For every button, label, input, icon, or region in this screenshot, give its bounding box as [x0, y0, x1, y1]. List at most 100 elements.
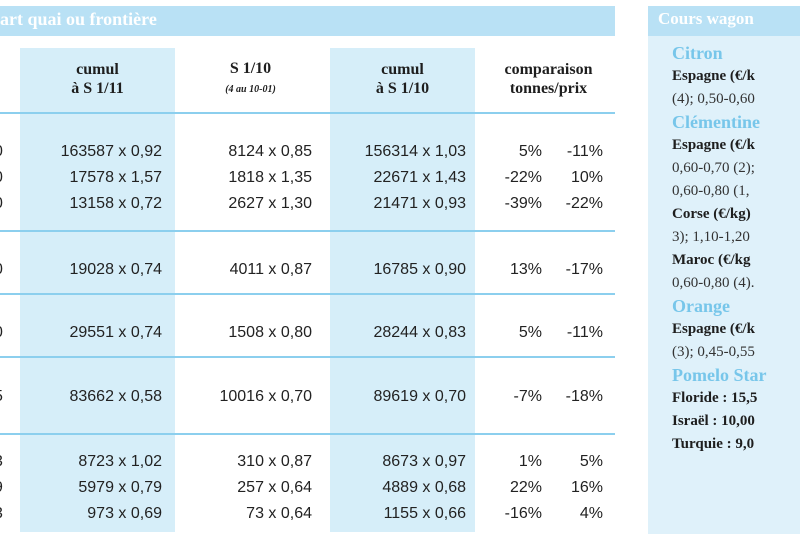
cell-compare-tonnes: 22% — [480, 479, 542, 497]
cell-compare-prix: -17% — [545, 261, 603, 279]
header-cumul-s1-11: cumul à S 1/11 — [20, 50, 175, 108]
cell-s1-10: 4011 x 0,87 — [178, 261, 312, 279]
cell-compare-tonnes: 13% — [480, 261, 542, 279]
price-detail: 0,60-0,80 (4). — [672, 272, 800, 295]
cours-wagon-list: Citron Espagne (€/k (4); 0,50-0,60 Cléme… — [672, 42, 800, 456]
cell-s1-10: 2627 x 1,30 — [178, 195, 312, 213]
header-comparaison: comparaison tonnes/prix — [482, 50, 615, 108]
cell-cumul-s1-10: 156314 x 1,03 — [320, 143, 466, 161]
cell-compare-tonnes: 5% — [480, 324, 542, 342]
row-divider — [0, 433, 615, 435]
table-row: 5 83662 x 0,58 10016 x 0,70 89619 x 0,70… — [0, 388, 615, 414]
cell-compare-tonnes: -7% — [480, 388, 542, 406]
cell-cumul-s1-10: 1155 x 0,66 — [320, 505, 466, 523]
row-edge-digit: 0 — [0, 261, 8, 279]
table-title: art quai ou frontière — [0, 9, 157, 30]
fruit-heading: Clémentine — [672, 111, 800, 134]
cell-cumul-s1-11: 8723 x 1,02 — [20, 453, 162, 471]
header-line2: à S 1/10 — [376, 79, 429, 98]
cours-wagon-panel: Cours wagon Citron Espagne (€/k (4); 0,5… — [648, 6, 800, 534]
cell-cumul-s1-11: 29551 x 0,74 — [20, 324, 162, 342]
fruit-heading: Citron — [672, 42, 800, 65]
table-row: 9 5979 x 0,79 257 x 0,64 4889 x 0,68 22%… — [0, 479, 615, 505]
table-row: 3 973 x 0,69 73 x 0,64 1155 x 0,66 -16% … — [0, 505, 615, 531]
row-divider — [0, 230, 615, 232]
row-edge-digit: 3 — [0, 505, 8, 523]
origin-line: Floride : 15,5 — [672, 387, 800, 410]
cell-compare-prix: 4% — [545, 505, 603, 523]
row-divider — [0, 356, 615, 358]
row-divider — [0, 293, 615, 295]
cell-cumul-s1-11: 973 x 0,69 — [20, 505, 162, 523]
header-line1: cumul — [76, 60, 119, 79]
row-edge-digit: 0 — [0, 195, 8, 213]
origin-line: Corse (€/kg) — [672, 203, 800, 226]
header-line1: cumul — [381, 60, 424, 79]
cell-s1-10: 73 x 0,64 — [178, 505, 312, 523]
header-line1: S 1/10 — [230, 59, 271, 78]
origin-line: Maroc (€/kg — [672, 249, 800, 272]
price-detail: 0,60-0,80 (1, — [672, 180, 800, 203]
origin-line: Turquie : 9,0 — [672, 433, 800, 456]
cours-wagon-title: Cours wagon — [658, 9, 754, 29]
table-title-bar: art quai ou frontière — [0, 6, 615, 36]
price-detail: (4); 0,50-0,60 — [672, 88, 800, 111]
table-row: 0 17578 x 1,57 1818 x 1,35 22671 x 1,43 … — [0, 169, 615, 195]
header-cumul-s1-10: cumul à S 1/10 — [330, 50, 475, 108]
origin-line: Espagne (€/k — [672, 65, 800, 88]
price-table-panel: art quai ou frontière cumul à S 1/11 S 1… — [0, 0, 615, 550]
cell-compare-prix: 10% — [545, 169, 603, 187]
row-edge-digit: 3 — [0, 453, 8, 471]
row-edge-digit: 0 — [0, 324, 8, 342]
cell-s1-10: 1508 x 0,80 — [178, 324, 312, 342]
table-row: 0 29551 x 0,74 1508 x 0,80 28244 x 0,83 … — [0, 324, 615, 350]
cell-cumul-s1-10: 16785 x 0,90 — [320, 261, 466, 279]
cell-cumul-s1-10: 28244 x 0,83 — [320, 324, 466, 342]
header-line2: tonnes/prix — [510, 79, 587, 98]
table-row: 0 13158 x 0,72 2627 x 1,30 21471 x 0,93 … — [0, 195, 615, 221]
origin-line: Espagne (€/k — [672, 134, 800, 157]
cell-cumul-s1-10: 21471 x 0,93 — [320, 195, 466, 213]
cell-s1-10: 10016 x 0,70 — [178, 388, 312, 406]
cell-cumul-s1-11: 83662 x 0,58 — [20, 388, 162, 406]
cell-cumul-s1-10: 22671 x 1,43 — [320, 169, 466, 187]
cell-compare-prix: -22% — [545, 195, 603, 213]
cell-s1-10: 8124 x 0,85 — [178, 143, 312, 161]
cell-compare-prix: 16% — [545, 479, 603, 497]
cours-wagon-title-bar: Cours wagon — [648, 6, 800, 36]
cell-s1-10: 310 x 0,87 — [178, 453, 312, 471]
cell-s1-10: 257 x 0,64 — [178, 479, 312, 497]
cell-s1-10: 1818 x 1,35 — [178, 169, 312, 187]
cell-cumul-s1-11: 5979 x 0,79 — [20, 479, 162, 497]
cell-cumul-s1-11: 13158 x 0,72 — [20, 195, 162, 213]
cell-cumul-s1-11: 19028 x 0,74 — [20, 261, 162, 279]
row-divider — [0, 112, 615, 114]
cell-compare-tonnes: 5% — [480, 143, 542, 161]
cell-compare-tonnes: -39% — [480, 195, 542, 213]
cell-compare-prix: -18% — [545, 388, 603, 406]
cell-compare-prix: 5% — [545, 453, 603, 471]
cell-compare-prix: -11% — [545, 324, 603, 342]
table-row: 3 8723 x 1,02 310 x 0,87 8673 x 0,97 1% … — [0, 453, 615, 479]
row-edge-digit: 0 — [0, 143, 8, 161]
cell-cumul-s1-10: 4889 x 0,68 — [320, 479, 466, 497]
header-line1: comparaison — [505, 60, 593, 79]
cell-cumul-s1-11: 17578 x 1,57 — [20, 169, 162, 187]
price-detail: 3); 1,10-1,20 — [672, 226, 800, 249]
fruit-heading: Orange — [672, 295, 800, 318]
row-edge-digit: 0 — [0, 169, 8, 187]
table-row: 0 163587 x 0,92 8124 x 0,85 156314 x 1,0… — [0, 143, 615, 169]
row-edge-digit: 9 — [0, 479, 8, 497]
header-subtitle: (4 au 10-01) — [225, 80, 276, 99]
price-detail: 0,60-0,70 (2); — [672, 157, 800, 180]
table-row: 0 19028 x 0,74 4011 x 0,87 16785 x 0,90 … — [0, 261, 615, 287]
cell-cumul-s1-10: 8673 x 0,97 — [320, 453, 466, 471]
origin-line: Israël : 10,00 — [672, 410, 800, 433]
cell-compare-tonnes: -16% — [480, 505, 542, 523]
fruit-heading: Pomelo Star — [672, 364, 800, 387]
cell-compare-tonnes: 1% — [480, 453, 542, 471]
header-s1-10: S 1/10 (4 au 10-01) — [178, 50, 323, 108]
price-detail: (3); 0,45-0,55 — [672, 341, 800, 364]
row-edge-digit: 5 — [0, 388, 8, 406]
cell-cumul-s1-11: 163587 x 0,92 — [20, 143, 162, 161]
